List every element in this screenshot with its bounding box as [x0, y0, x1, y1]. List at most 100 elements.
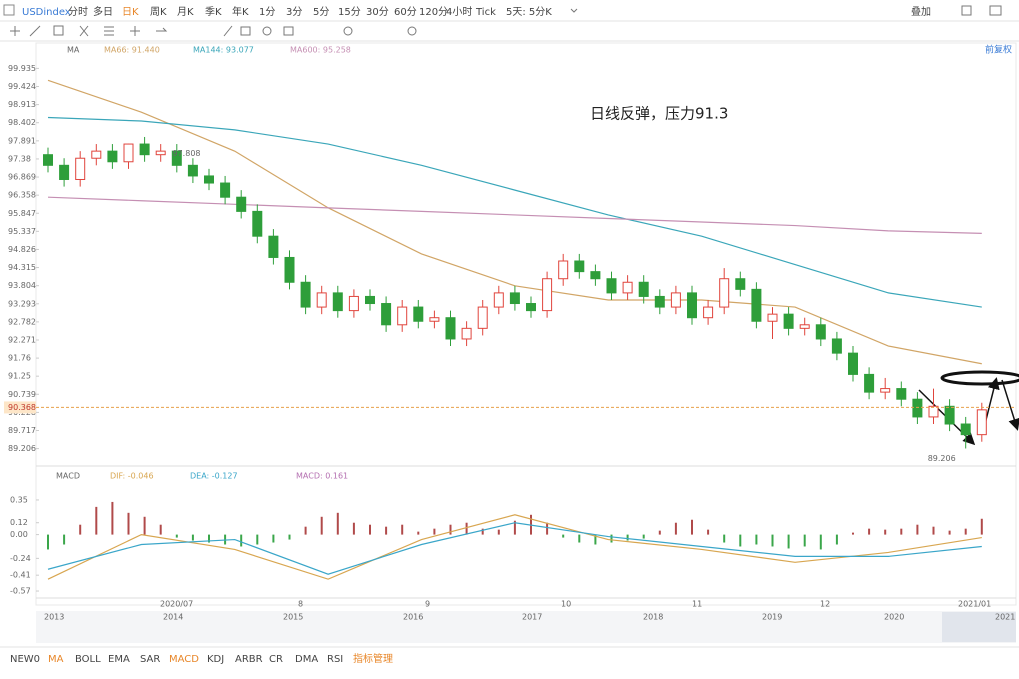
- window-icon[interactable]: [961, 5, 972, 16]
- pen-tool[interactable]: [223, 25, 233, 37]
- period-tab[interactable]: 3分: [286, 6, 302, 18]
- indicator-tab[interactable]: KDJ: [207, 654, 224, 665]
- cross-tool[interactable]: [79, 25, 89, 37]
- y-tick-label: 0.35: [10, 495, 28, 504]
- candle-body: [976, 409, 987, 436]
- indicator-tab[interactable]: 指标管理: [353, 652, 393, 665]
- indicator-tab[interactable]: SAR: [140, 654, 160, 665]
- y-tick-label: 0.12: [10, 518, 28, 527]
- y-tick-label: 97.38: [8, 154, 31, 163]
- y-tick-label: -0.41: [10, 571, 31, 580]
- chart-frame: [35, 42, 1017, 606]
- legend-entry: MA600: 95.258: [290, 46, 351, 55]
- candle-body: [445, 317, 456, 340]
- candle-body: [928, 405, 939, 418]
- candle-body: [799, 324, 810, 329]
- y-tick-label: 92.271: [8, 335, 36, 344]
- candle-body: [107, 150, 118, 163]
- period-tab[interactable]: 年K: [232, 5, 249, 18]
- period-tab[interactable]: Tick: [475, 7, 496, 18]
- legend-entry: DEA: -0.127: [190, 472, 238, 481]
- dropdown-chevron[interactable]: [570, 8, 578, 13]
- indicator-tab[interactable]: MA: [48, 654, 64, 665]
- sidebar-icon[interactable]: [3, 4, 15, 16]
- rect-tool[interactable]: [53, 25, 64, 36]
- timeline-label: 2017: [522, 613, 542, 622]
- move-tool[interactable]: [130, 26, 140, 36]
- candle-body: [687, 292, 697, 319]
- candle-body: [783, 313, 794, 329]
- period-tab[interactable]: 多日: [93, 5, 113, 18]
- indicator-tab[interactable]: NEW0: [10, 654, 40, 665]
- indicator-tab[interactable]: DMA: [295, 654, 318, 665]
- period-tab[interactable]: 5分: [313, 6, 329, 18]
- period-tab[interactable]: 日K: [122, 7, 139, 18]
- y-tick-label: 94.315: [8, 263, 36, 272]
- low-label: 89.206: [928, 454, 956, 463]
- macd-line: [47, 522, 982, 575]
- candle-body: [381, 303, 392, 326]
- y-tick-label: 93.804: [8, 281, 36, 290]
- period-tab[interactable]: 季K: [205, 6, 222, 18]
- symbol[interactable]: USDindex: [22, 7, 71, 18]
- timeline-window[interactable]: [942, 612, 1016, 642]
- legend-entry: MA66: 91.440: [104, 46, 160, 55]
- indicator-tab[interactable]: MACD: [169, 654, 199, 665]
- note-tool[interactable]: [283, 26, 294, 36]
- fib-tool[interactable]: [104, 26, 114, 36]
- drawing-tools: [10, 5, 1002, 37]
- candle-body: [590, 271, 601, 280]
- candle-body: [187, 164, 198, 177]
- candle-body: [864, 373, 875, 393]
- period-tab[interactable]: 月K: [177, 6, 194, 18]
- y-tick-label: 95.847: [8, 209, 36, 218]
- y-tick-label: 89.717: [8, 426, 36, 435]
- box-tool[interactable]: [240, 26, 251, 36]
- crosshair-tool[interactable]: [10, 26, 20, 36]
- eye-tool[interactable]: [407, 26, 417, 36]
- candle-body: [236, 196, 247, 212]
- y-tick-label: 98.402: [8, 118, 36, 127]
- candle-body: [348, 295, 359, 312]
- adjust-label[interactable]: 前复权: [985, 44, 1012, 56]
- candle-body: [638, 281, 649, 297]
- x-tick-label: 2021/01: [958, 600, 991, 609]
- candle-body: [767, 313, 778, 322]
- settings-tool[interactable]: [343, 26, 353, 36]
- indicator-tab[interactable]: CR: [269, 654, 283, 665]
- overlay-button[interactable]: 叠加: [911, 6, 931, 18]
- y-tick-label: 95.337: [8, 227, 36, 236]
- timeline-label: 2020: [884, 613, 904, 622]
- period-tab[interactable]: 120分: [419, 6, 448, 18]
- arrow-tool[interactable]: [156, 27, 168, 32]
- line-tool[interactable]: [29, 25, 41, 37]
- candle-body: [332, 292, 343, 312]
- candle-body: [493, 292, 504, 308]
- period-tab[interactable]: 4小时: [446, 6, 472, 18]
- period-tab[interactable]: 1分: [259, 6, 275, 18]
- period-tab[interactable]: 30分: [366, 6, 389, 18]
- ma-line: [47, 196, 982, 234]
- candle-body: [815, 324, 826, 340]
- candle-body: [429, 317, 440, 322]
- candle-body: [670, 292, 681, 308]
- period-tab[interactable]: 60分: [394, 6, 417, 18]
- circle-tool[interactable]: [262, 26, 272, 36]
- period-tab[interactable]: 15分: [338, 6, 361, 18]
- period-tab[interactable]: 5天: 5分K: [506, 6, 552, 18]
- indicator-tab[interactable]: EMA: [108, 654, 130, 665]
- indicator-tab[interactable]: RSI: [327, 654, 343, 665]
- indicator-tab[interactable]: BOLL: [75, 654, 101, 665]
- candle-body: [944, 405, 955, 425]
- last-price-box: [4, 401, 36, 414]
- candle-body: [880, 388, 891, 393]
- indicator-tab[interactable]: ARBR: [235, 654, 263, 665]
- period-tab[interactable]: 周K: [150, 6, 167, 18]
- camera-icon[interactable]: [989, 5, 1002, 16]
- period-tab[interactable]: 分时: [68, 6, 88, 18]
- timeline-label: 2015: [283, 613, 303, 622]
- candle-body: [91, 150, 102, 159]
- candle-body: [123, 143, 134, 163]
- candle-body: [139, 143, 150, 156]
